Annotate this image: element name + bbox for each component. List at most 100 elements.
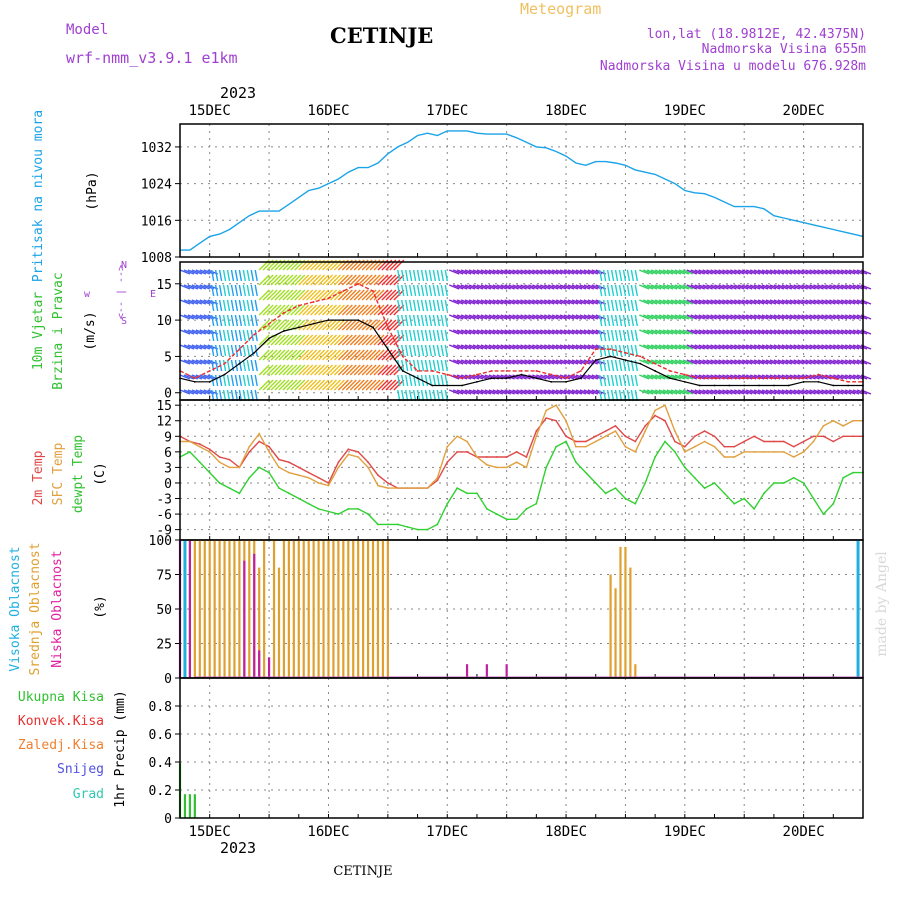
bar — [322, 540, 325, 678]
wind-barb — [294, 364, 306, 376]
wind-barb — [559, 284, 571, 290]
wind-barb — [520, 344, 531, 350]
wind-barb — [599, 269, 603, 282]
wind-barb — [626, 344, 631, 357]
bar — [856, 540, 860, 678]
wind-barb — [840, 284, 852, 290]
wind-barb — [540, 299, 551, 305]
wind-barb — [428, 359, 433, 372]
data-point — [446, 445, 449, 448]
data-point — [852, 471, 855, 474]
wind-barb — [579, 284, 591, 290]
wind-barb — [825, 284, 836, 290]
wind-barb — [753, 329, 765, 335]
wind-barb — [226, 269, 231, 282]
wind-barb — [848, 329, 860, 335]
wind-barb — [258, 319, 270, 331]
wind-barb — [848, 299, 860, 305]
data-point — [698, 384, 701, 387]
wind-barb — [504, 344, 515, 350]
wind-barb — [567, 344, 579, 350]
wind-barb — [682, 359, 694, 365]
wind-barb — [650, 269, 662, 275]
wind-barb — [199, 284, 211, 290]
data-point — [367, 461, 369, 464]
wind-barb — [765, 269, 777, 275]
data-point — [852, 435, 855, 438]
wind-barb — [563, 344, 575, 350]
wind-barb — [377, 379, 389, 391]
data-point — [787, 377, 790, 380]
wind-barb — [222, 284, 227, 297]
data-point — [594, 440, 597, 443]
wind-barb — [329, 274, 341, 286]
wind-barb — [381, 304, 393, 316]
data-point — [485, 456, 488, 458]
wind-barb — [314, 289, 326, 301]
wind-barb — [614, 389, 619, 402]
wind-barb — [436, 389, 441, 402]
wind-barb — [730, 359, 741, 365]
wind-barb — [179, 299, 191, 305]
wind-barb — [626, 359, 631, 372]
wind-barb — [246, 284, 250, 297]
data-point — [832, 384, 835, 387]
data-point — [822, 425, 825, 427]
data-point — [545, 466, 548, 469]
wind-barb — [468, 389, 480, 395]
wind-barb — [230, 314, 235, 327]
wind-barb — [337, 289, 349, 301]
wind-barb — [488, 269, 500, 275]
wind-barb — [504, 314, 515, 320]
wind-barb — [389, 319, 401, 331]
wind-barb — [718, 284, 729, 290]
data-point — [297, 474, 300, 477]
wind-barb — [456, 344, 468, 350]
wind-barb — [488, 329, 500, 335]
data-point — [758, 384, 760, 387]
wind-barb — [512, 389, 523, 395]
data-point — [312, 322, 315, 325]
wind-barb — [306, 304, 318, 316]
data-point — [490, 370, 493, 372]
wind-barb — [191, 314, 203, 320]
wind-barb — [694, 329, 705, 335]
wind-barb — [476, 374, 488, 380]
wind-barb — [432, 329, 437, 342]
bar — [287, 540, 290, 678]
wind-barb — [547, 329, 559, 335]
wind-barb — [761, 359, 773, 365]
data-point — [614, 425, 617, 427]
wind-barb — [559, 329, 571, 335]
wind-barb — [544, 284, 555, 290]
page-title: CETINJE — [330, 23, 433, 48]
data-point — [842, 435, 845, 438]
wind-barb — [622, 314, 627, 327]
wind-barb — [496, 269, 508, 275]
wind-barb — [218, 344, 223, 357]
wind-barb — [567, 359, 579, 365]
bar — [183, 540, 187, 678]
wind-barb — [706, 359, 717, 365]
wind-barb — [341, 364, 353, 376]
wind-barb — [349, 289, 361, 301]
wind-barb — [690, 329, 702, 335]
wind-key-east: E — [150, 289, 156, 300]
wind-barb — [698, 344, 709, 350]
wind-barb — [757, 269, 769, 275]
wind-barb — [730, 344, 741, 350]
y-tick-label: 15 — [156, 278, 172, 293]
data-point — [377, 523, 379, 526]
data-point — [713, 384, 716, 387]
data-point — [683, 445, 686, 448]
data-point — [832, 419, 835, 422]
data-point — [357, 456, 360, 458]
data-point — [317, 482, 320, 484]
wind-barb — [214, 299, 219, 312]
wind-barb — [432, 374, 437, 387]
wind-barb — [349, 379, 361, 391]
wind-barb — [416, 389, 421, 402]
wind-barb — [424, 389, 429, 402]
wind-barb — [187, 329, 199, 335]
wind-barb — [266, 364, 278, 376]
